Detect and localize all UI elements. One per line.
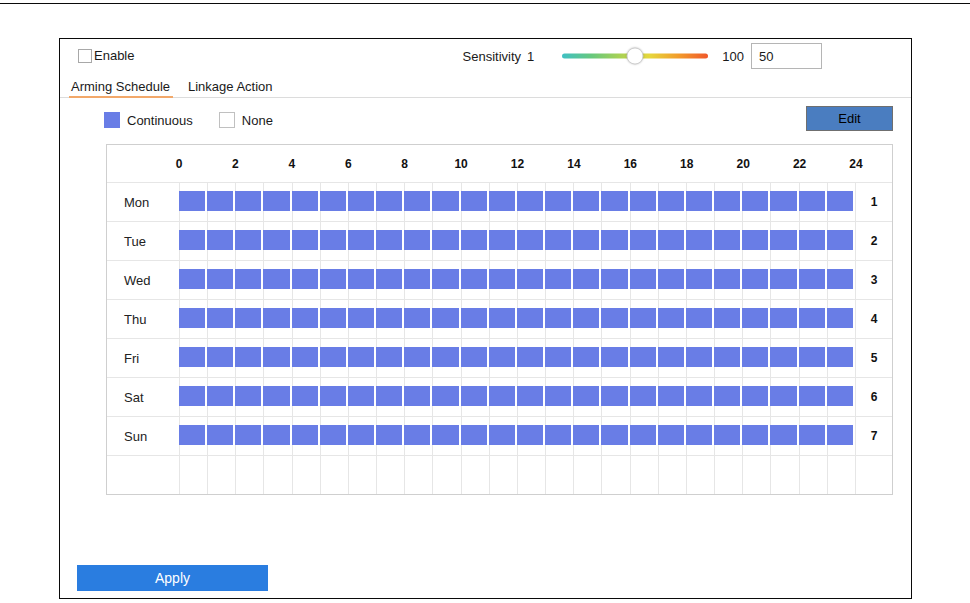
schedule-bar-sun[interactable]	[179, 425, 855, 445]
enable-row: Enable	[78, 48, 134, 63]
enable-label: Enable	[94, 48, 134, 63]
hour-label: 20	[736, 157, 749, 171]
row-number: 2	[856, 222, 892, 260]
arming-schedule-panel: Enable Sensitivity 1 100 Arming Schedule…	[59, 38, 912, 599]
hour-label: 22	[793, 157, 806, 171]
tab-linkage-action[interactable]: Linkage Action	[188, 79, 273, 94]
hour-label: 2	[232, 157, 239, 171]
schedule-grid-header: 024681012141618202224	[107, 145, 892, 183]
hour-label: 14	[567, 157, 580, 171]
bar-area[interactable]	[179, 378, 856, 416]
bar-area[interactable]	[179, 222, 856, 260]
day-label: Thu	[107, 300, 179, 338]
sensitivity-max: 100	[722, 49, 744, 64]
schedule-row: Sat 6	[107, 378, 892, 417]
none-swatch-icon	[219, 112, 235, 128]
hour-label: 12	[511, 157, 524, 171]
sensitivity-label: Sensitivity	[463, 49, 522, 64]
tab-arming-schedule[interactable]: Arming Schedule	[71, 79, 170, 94]
hour-label: 0	[176, 157, 183, 171]
schedule-bar-tue[interactable]	[179, 230, 855, 250]
schedule-bar-sat[interactable]	[179, 386, 855, 406]
schedule-row: Mon 1	[107, 183, 892, 222]
schedule-grid: 024681012141618202224 Mon1Tue2Wed3Thu4Fr…	[106, 144, 893, 495]
schedule-bar-mon[interactable]	[179, 191, 855, 211]
hour-label: 6	[345, 157, 352, 171]
enable-checkbox[interactable]	[78, 49, 92, 63]
apply-button[interactable]: Apply	[77, 565, 268, 591]
hour-labels: 024681012141618202224	[179, 145, 856, 182]
schedule-row: Sun 7	[107, 417, 892, 456]
row-number: 5	[856, 339, 892, 377]
slider-thumb-icon[interactable]	[627, 48, 644, 65]
hour-label: 8	[401, 157, 408, 171]
schedule-bar-wed[interactable]	[179, 269, 855, 289]
window-top-border	[0, 3, 970, 4]
row-number: 1	[856, 183, 892, 221]
edit-button[interactable]: Edit	[806, 106, 893, 131]
row-number	[856, 456, 892, 494]
none-label: None	[242, 113, 273, 128]
bar-area[interactable]	[179, 183, 856, 221]
schedule-row: Thu 4	[107, 300, 892, 339]
day-label: Tue	[107, 222, 179, 260]
schedule-row: Tue 2	[107, 222, 892, 261]
hour-label: 24	[849, 157, 862, 171]
sensitivity-slider[interactable]	[562, 47, 708, 65]
continuous-label: Continuous	[127, 113, 193, 128]
sensitivity-min: 1	[527, 49, 534, 64]
bar-area[interactable]	[179, 417, 856, 455]
active-tab-underline	[69, 96, 173, 98]
tab-bar: Arming Schedule Linkage Action	[60, 79, 911, 97]
sensitivity-value-input[interactable]	[751, 43, 822, 69]
hour-label: 4	[288, 157, 295, 171]
row-number: 7	[856, 417, 892, 455]
hour-label: 18	[680, 157, 693, 171]
hour-label: 10	[454, 157, 467, 171]
legend-item-continuous[interactable]: Continuous	[104, 112, 193, 128]
schedule-bar-fri[interactable]	[179, 347, 855, 367]
schedule-row-empty	[107, 456, 892, 494]
day-label	[107, 456, 179, 494]
row-number: 4	[856, 300, 892, 338]
day-label: Mon	[107, 183, 179, 221]
schedule-grid-body: Mon 1 Tue 2 Wed 3 Thu 4 Fri 5 Sat 6 Sun 7	[107, 183, 892, 494]
row-number: 6	[856, 378, 892, 416]
day-label: Sun	[107, 417, 179, 455]
schedule-row: Wed 3	[107, 261, 892, 300]
hour-label: 16	[624, 157, 637, 171]
bar-area[interactable]	[179, 339, 856, 377]
schedule-row: Fri 5	[107, 339, 892, 378]
bar-area	[179, 456, 856, 494]
schedule-bar-thu[interactable]	[179, 308, 855, 328]
sensitivity-control: Sensitivity 1 100	[463, 39, 822, 73]
day-label: Fri	[107, 339, 179, 377]
row-number: 3	[856, 261, 892, 299]
day-label: Wed	[107, 261, 179, 299]
legend-item-none[interactable]: None	[219, 112, 273, 128]
tab-separator	[60, 97, 911, 98]
schedule-type-legend: Continuous None	[104, 112, 273, 128]
day-label: Sat	[107, 378, 179, 416]
bar-area[interactable]	[179, 300, 856, 338]
continuous-swatch-icon	[104, 112, 120, 128]
bar-area[interactable]	[179, 261, 856, 299]
